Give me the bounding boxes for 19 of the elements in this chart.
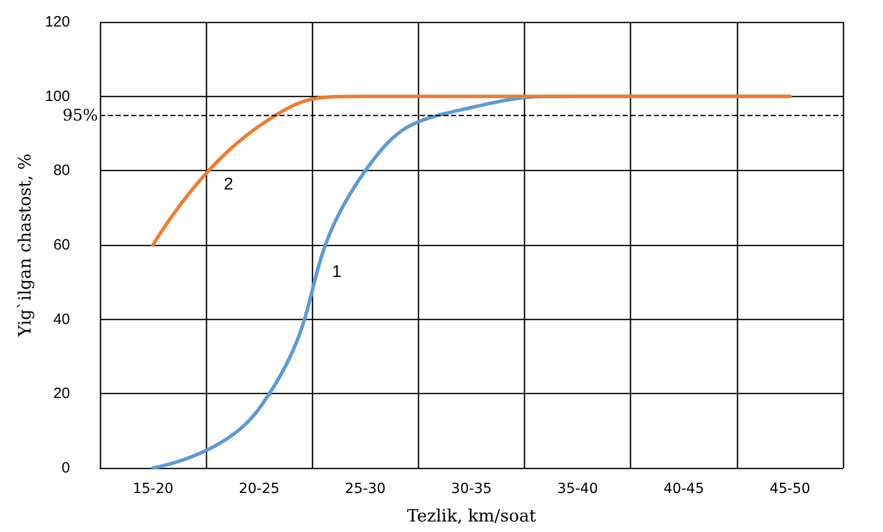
ref-line-label: 95% (62, 105, 98, 124)
x-tick-label: 40-45 (663, 481, 704, 497)
y-tick-label: 40 (53, 310, 70, 328)
y-tick-label: 20 (53, 385, 70, 402)
x-tick-label: 30-35 (451, 481, 492, 497)
series-label: 2 (224, 174, 234, 194)
x-tick-label: 35-40 (557, 481, 598, 497)
y-tick-label: 120 (44, 14, 70, 30)
y-tick-label: 60 (53, 236, 70, 254)
x-tick-label: 20-25 (238, 481, 280, 497)
y-tick-label: 80 (53, 162, 70, 180)
y-tick-label: 0 (62, 460, 70, 476)
x-tick-label: 15-20 (132, 481, 174, 497)
y-tick-label: 100 (44, 88, 70, 105)
x-tick-label: 25-30 (345, 481, 386, 497)
y-axis-title: Yig`ilgan chastost, % (16, 154, 36, 338)
x-axis-title: Tezlik, km/soat (406, 506, 536, 526)
series-label: 1 (332, 262, 342, 282)
x-tick-label: 45-50 (770, 481, 810, 497)
